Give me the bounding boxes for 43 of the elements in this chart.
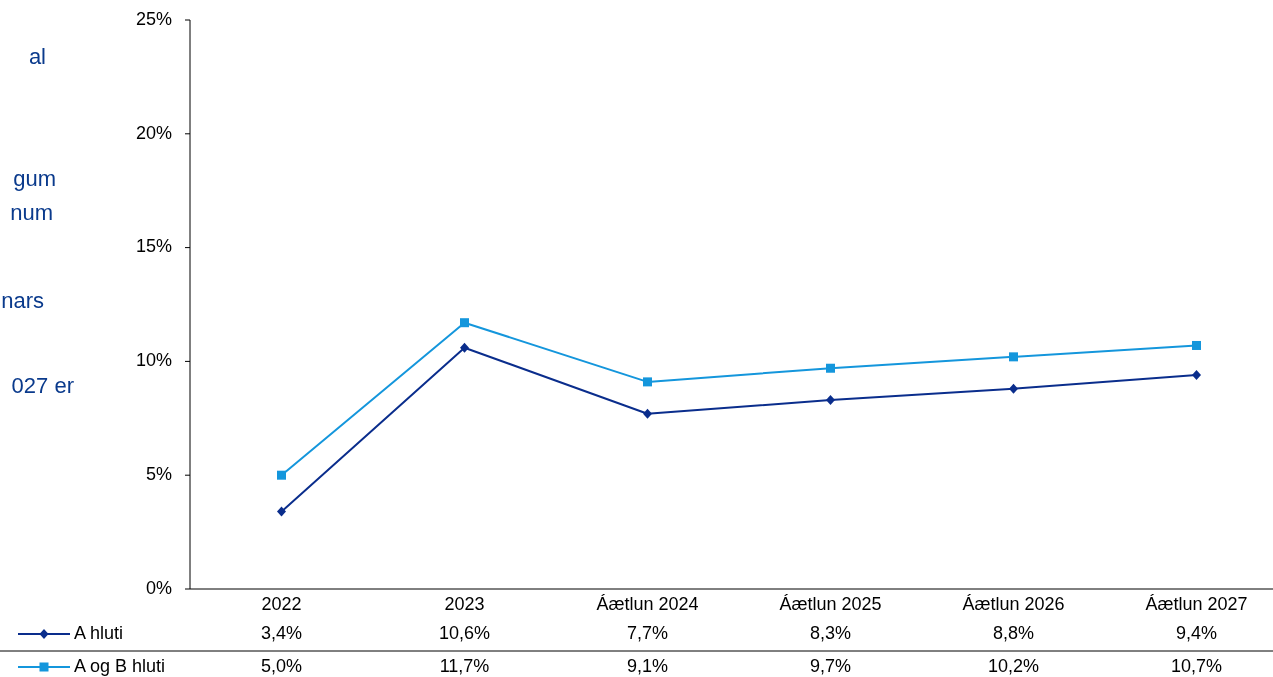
x-tick-label: 2023 (444, 593, 485, 614)
data-label: 8,8% (992, 622, 1035, 643)
point (1009, 383, 1018, 394)
text: num (10, 199, 53, 225)
x-tick-label: Áætlun 2027 (1145, 593, 1248, 614)
point (1009, 352, 1018, 362)
data-label: 10,7% (1170, 655, 1223, 676)
text: al (28, 43, 46, 69)
data-label: 9,7% (809, 655, 852, 676)
data-label: 8,3% (809, 622, 852, 643)
text: nars (1, 287, 44, 313)
text: gum (13, 165, 56, 191)
point (460, 318, 469, 328)
data-label: 7,7% (626, 622, 669, 643)
point (1192, 370, 1201, 381)
point (277, 506, 286, 517)
point (643, 408, 652, 419)
point (826, 395, 835, 406)
x-tick-label: 2022 (261, 593, 302, 614)
data-label: 9,4% (1175, 622, 1218, 643)
legend-label: A og B hluti (74, 655, 166, 676)
data-label: 9,1% (626, 655, 669, 676)
y-tick-label: 25% (135, 8, 172, 29)
point (277, 470, 286, 480)
x-tick-label: Áætlun 2025 (779, 593, 882, 614)
text: 027 er (11, 372, 74, 398)
point (826, 363, 835, 373)
data-label: 11,7% (439, 655, 490, 676)
point (460, 342, 469, 353)
y-tick-label: 20% (135, 122, 172, 143)
data-label: 5,0% (260, 655, 303, 676)
y-tick-label: 15% (135, 236, 172, 257)
legend-label: A hluti (74, 622, 124, 643)
point (643, 377, 652, 387)
point (1192, 340, 1201, 350)
x-tick-label: Áætlun 2024 (596, 593, 699, 614)
data-label: 10,2% (987, 655, 1040, 676)
y-tick-label: 5% (145, 463, 172, 484)
x-tick-label: Áætlun 2026 (962, 593, 1065, 614)
y-tick-label: 0% (145, 577, 172, 598)
y-tick-label: 10% (135, 350, 172, 371)
data-label: 3,4% (260, 622, 303, 643)
data-label: 10,6% (438, 622, 491, 643)
